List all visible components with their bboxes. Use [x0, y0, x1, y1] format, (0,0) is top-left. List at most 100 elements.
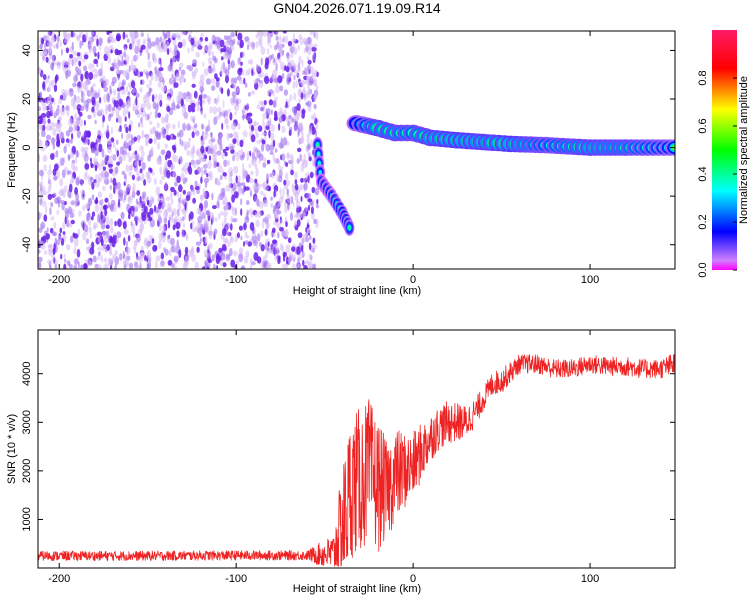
- spectrogram-noise-cell: [40, 212, 43, 218]
- spectrogram-noise-cell: [245, 200, 250, 206]
- spectrogram-noise-cell: [54, 237, 57, 245]
- spectrogram-noise-cell: [63, 253, 66, 260]
- spectrogram-noise-cell: [315, 31, 319, 40]
- spectrogram-noise-cell: [248, 67, 251, 76]
- spectrogram-noise-cell: [222, 148, 227, 154]
- spectrogram-noise-cell: [221, 56, 224, 61]
- spectrogram-noise-cell: [270, 132, 275, 142]
- spectrogram-noise-cell: [227, 108, 231, 114]
- spectrogram-noise-cell: [52, 247, 56, 255]
- spectrogram-noise-cell: [266, 159, 271, 164]
- spectrogram-noise-cell: [134, 109, 139, 115]
- spectrogram-noise-cell: [113, 38, 117, 43]
- spectrogram-noise-cell: [38, 153, 41, 163]
- spectrogram-noise-cell: [157, 142, 160, 150]
- spectrogram-noise-cell: [265, 250, 269, 259]
- spectrogram-noise-cell: [295, 69, 299, 77]
- spectrogram-noise-cell: [261, 139, 266, 145]
- spectrogram-noise-cell: [203, 100, 206, 105]
- spectrogram-noise-cell: [48, 84, 51, 93]
- spectrogram-noise-cell: [102, 243, 108, 250]
- spectrogram-noise-cell: [147, 52, 150, 61]
- spectrogram-noise-cell: [272, 239, 277, 244]
- spectrogram-noise-cell: [301, 59, 304, 68]
- spectrogram-noise-cell: [270, 196, 273, 201]
- spectrogram-noise-cell: [170, 133, 174, 140]
- colorbar-label: Normalized spectral amplitude: [738, 76, 750, 224]
- spectrogram-noise-cell: [280, 171, 284, 177]
- spectrogram-noise-cell: [89, 247, 95, 255]
- spectrogram-noise-cell: [254, 212, 258, 218]
- spectrogram-noise-cell: [132, 186, 135, 195]
- spectrogram-noise-cell: [160, 149, 166, 155]
- spectrogram-noise-cell: [122, 108, 127, 117]
- spectrogram-noise-cell: [109, 225, 114, 234]
- spectrogram-noise-cell: [218, 212, 221, 220]
- spectrogram-noise-cell: [256, 139, 262, 144]
- spectrogram-noise-cell: [186, 149, 191, 156]
- spectrogram-noise-cell: [284, 206, 288, 214]
- spectrogram-x-tick-label: 0: [410, 274, 416, 286]
- spectrogram-noise-cell: [242, 51, 245, 58]
- spectrogram-noise-cell: [237, 123, 241, 130]
- spectrogram-noise-cell: [277, 75, 283, 84]
- spectrogram-noise-cell: [46, 110, 51, 119]
- spectrogram-noise-cell: [135, 54, 140, 60]
- spectrogram-noise-cell: [315, 122, 318, 130]
- spectrogram-noise-cell: [100, 132, 104, 138]
- spectrogram-noise-cell: [108, 251, 113, 256]
- spectrogram-noise-cell: [64, 216, 67, 225]
- spectrogram-noise-cell: [116, 161, 120, 166]
- spectrogram-noise-cell: [269, 150, 274, 155]
- spectrogram-noise-cell: [155, 103, 159, 111]
- spectrogram-noise-cell: [281, 153, 286, 161]
- spectrogram-noise-cell: [74, 113, 78, 120]
- spectrogram-noise-cell: [227, 39, 231, 46]
- spectrogram-noise-cell: [73, 246, 77, 255]
- spectrogram-noise-cell: [119, 115, 122, 125]
- spectrogram-noise-cell: [208, 230, 213, 240]
- spectrogram-noise-cell: [228, 182, 232, 189]
- spectrogram-noise-cell: [154, 109, 158, 119]
- spectrogram-noise-cell: [228, 167, 234, 176]
- spectrogram-noise-cell: [183, 112, 189, 120]
- spectrogram-noise-cell: [53, 231, 57, 237]
- spectrogram-noise-cell: [139, 87, 143, 93]
- spectrogram-noise-cell: [294, 183, 299, 191]
- spectrogram-noise-cell: [47, 244, 53, 249]
- spectrogram-noise-cell: [94, 52, 97, 57]
- spectrogram-noise-cell: [166, 150, 172, 159]
- spectrogram-noise-cell: [188, 137, 192, 142]
- spectrogram-noise-cell: [47, 103, 53, 110]
- spectrogram-noise-cell: [79, 119, 84, 127]
- spectrogram-noise-cell: [64, 208, 69, 214]
- spectrogram-noise-cell: [131, 40, 135, 50]
- spectrogram-noise-cell: [47, 193, 53, 200]
- spectrogram-noise-cell: [94, 180, 100, 188]
- snr-x-label: Height of straight line (km): [293, 583, 421, 595]
- spectrogram-noise-cell: [128, 171, 133, 177]
- spectrogram-noise-cell: [127, 197, 133, 204]
- spectrogram-noise-cell: [132, 245, 137, 250]
- spectrogram-noise-cell: [85, 103, 89, 112]
- spectrogram-noise-cell: [260, 230, 264, 238]
- spectrogram-noise-cell: [239, 51, 243, 59]
- spectrogram-noise-cell: [279, 85, 284, 92]
- spectrogram-noise-cell: [160, 252, 164, 260]
- spectrogram-noise-cell: [211, 85, 216, 91]
- spectrogram-noise-cell: [85, 202, 89, 209]
- spectrogram-noise-cell: [258, 81, 264, 89]
- spectrogram-noise-cell: [97, 191, 103, 199]
- spectrogram-noise-cell: [76, 119, 80, 125]
- spectrogram-noise-cell: [224, 151, 228, 157]
- spectrogram-noise-cell: [221, 187, 226, 195]
- spectrogram-noise-cell: [307, 59, 312, 65]
- spectrogram-noise-cell: [260, 46, 266, 56]
- spectrogram-noise-cell: [171, 102, 176, 110]
- spectrogram-noise-cell: [143, 179, 147, 186]
- spectrogram-noise-cell: [89, 157, 92, 163]
- spectrogram-noise-cell: [109, 85, 112, 93]
- spectrogram-noise-cell: [297, 64, 301, 73]
- spectrogram-noise-cell: [235, 175, 238, 184]
- spectrogram-noise-cell: [266, 48, 270, 55]
